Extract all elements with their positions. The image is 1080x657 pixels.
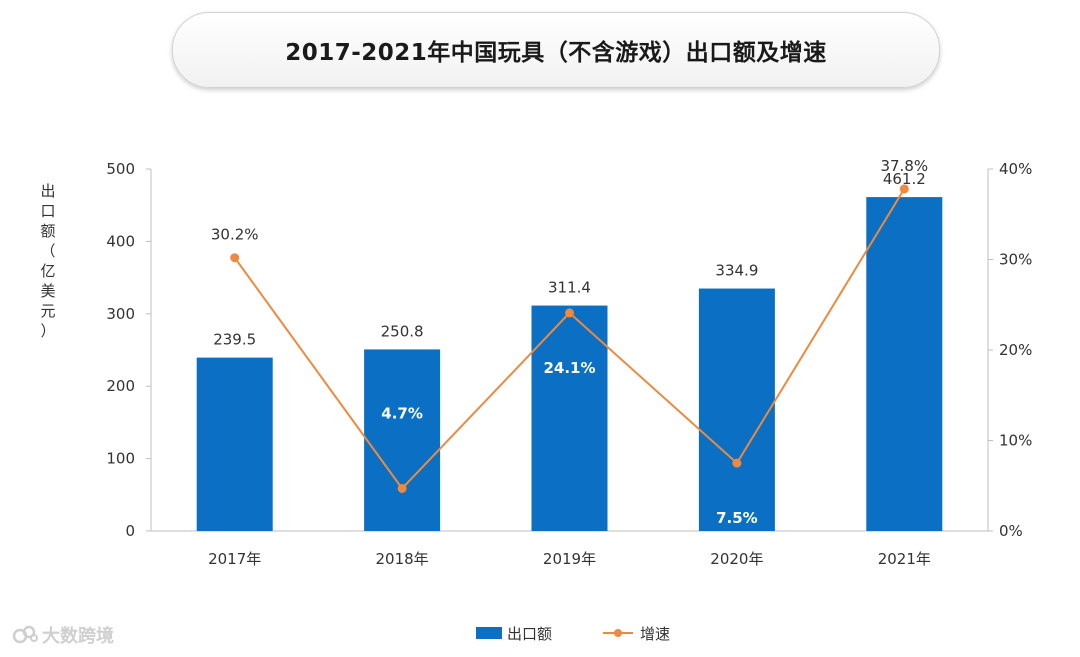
bar: [364, 349, 441, 531]
growth-point: [397, 483, 407, 493]
right-tick-label: 30%: [999, 251, 1032, 269]
left-tick-label: 500: [106, 160, 135, 178]
bar-value-label: 311.4: [548, 279, 591, 297]
legend-label-line: 增速: [640, 625, 670, 643]
y-axis-title-char: 口: [40, 202, 55, 220]
growth-point: [230, 253, 240, 263]
y-axis-title-char: （: [40, 242, 55, 260]
legend-swatch-point: [614, 629, 622, 637]
bar: [866, 197, 943, 532]
y-axis-title-char: ）: [40, 322, 55, 340]
y-axis-title-char: 出: [40, 182, 55, 200]
x-tick-label: 2017年: [208, 550, 261, 568]
bar-value-label: 239.5: [213, 331, 256, 349]
x-tick-label: 2019年: [543, 550, 596, 568]
left-tick-label: 300: [106, 305, 135, 323]
chart-title-box: 2017-2021年中国玩具（不含游戏）出口额及增速: [172, 12, 940, 88]
right-tick-label: 0%: [999, 522, 1023, 540]
growth-value-label: 7.5%: [716, 509, 758, 527]
left-tick-label: 400: [106, 232, 135, 250]
growth-value-label: 24.1%: [543, 359, 595, 377]
y-axis-title-char: 额: [40, 222, 55, 240]
right-tick-label: 10%: [999, 432, 1032, 450]
legend-swatch-bar: [476, 627, 502, 639]
growth-value-label: 30.2%: [211, 226, 259, 244]
x-tick-label: 2020年: [710, 550, 763, 568]
bar-value-label: 334.9: [715, 262, 758, 280]
growth-point: [732, 458, 742, 468]
bar-value-label: 461.2: [883, 170, 926, 188]
left-tick-label: 0: [125, 522, 135, 540]
left-tick-label: 200: [106, 377, 135, 395]
left-tick-label: 100: [106, 450, 135, 468]
y-axis-title-char: 元: [40, 302, 55, 320]
watermark-text: 大数跨境: [42, 626, 114, 647]
right-tick-label: 40%: [999, 160, 1032, 178]
bar: [196, 357, 273, 531]
growth-point: [565, 308, 574, 318]
growth-value-label: 37.8%: [880, 157, 928, 175]
y-axis-title: 出口额 （ 亿美元 ）: [40, 182, 55, 340]
bar: [698, 288, 775, 531]
x-tick-label: 2018年: [376, 550, 429, 568]
chart-title: 2017-2021年中国玩具（不含游戏）出口额及增速: [285, 40, 827, 66]
x-tick-label: 2021年: [878, 550, 931, 568]
growth-point: [899, 184, 909, 194]
right-tick-label: 20%: [999, 341, 1032, 359]
bar: [531, 305, 608, 531]
bar-value-label: 250.8: [381, 322, 424, 340]
legend-label-bar: 出口额: [507, 625, 552, 643]
y-axis-title-char: 美: [40, 282, 55, 300]
watermark-logo-icon: [12, 625, 38, 644]
y-axis-title-char: 亿: [40, 262, 55, 280]
watermark: 大数跨境: [12, 622, 114, 648]
growth-value-label: 4.7%: [381, 404, 423, 422]
